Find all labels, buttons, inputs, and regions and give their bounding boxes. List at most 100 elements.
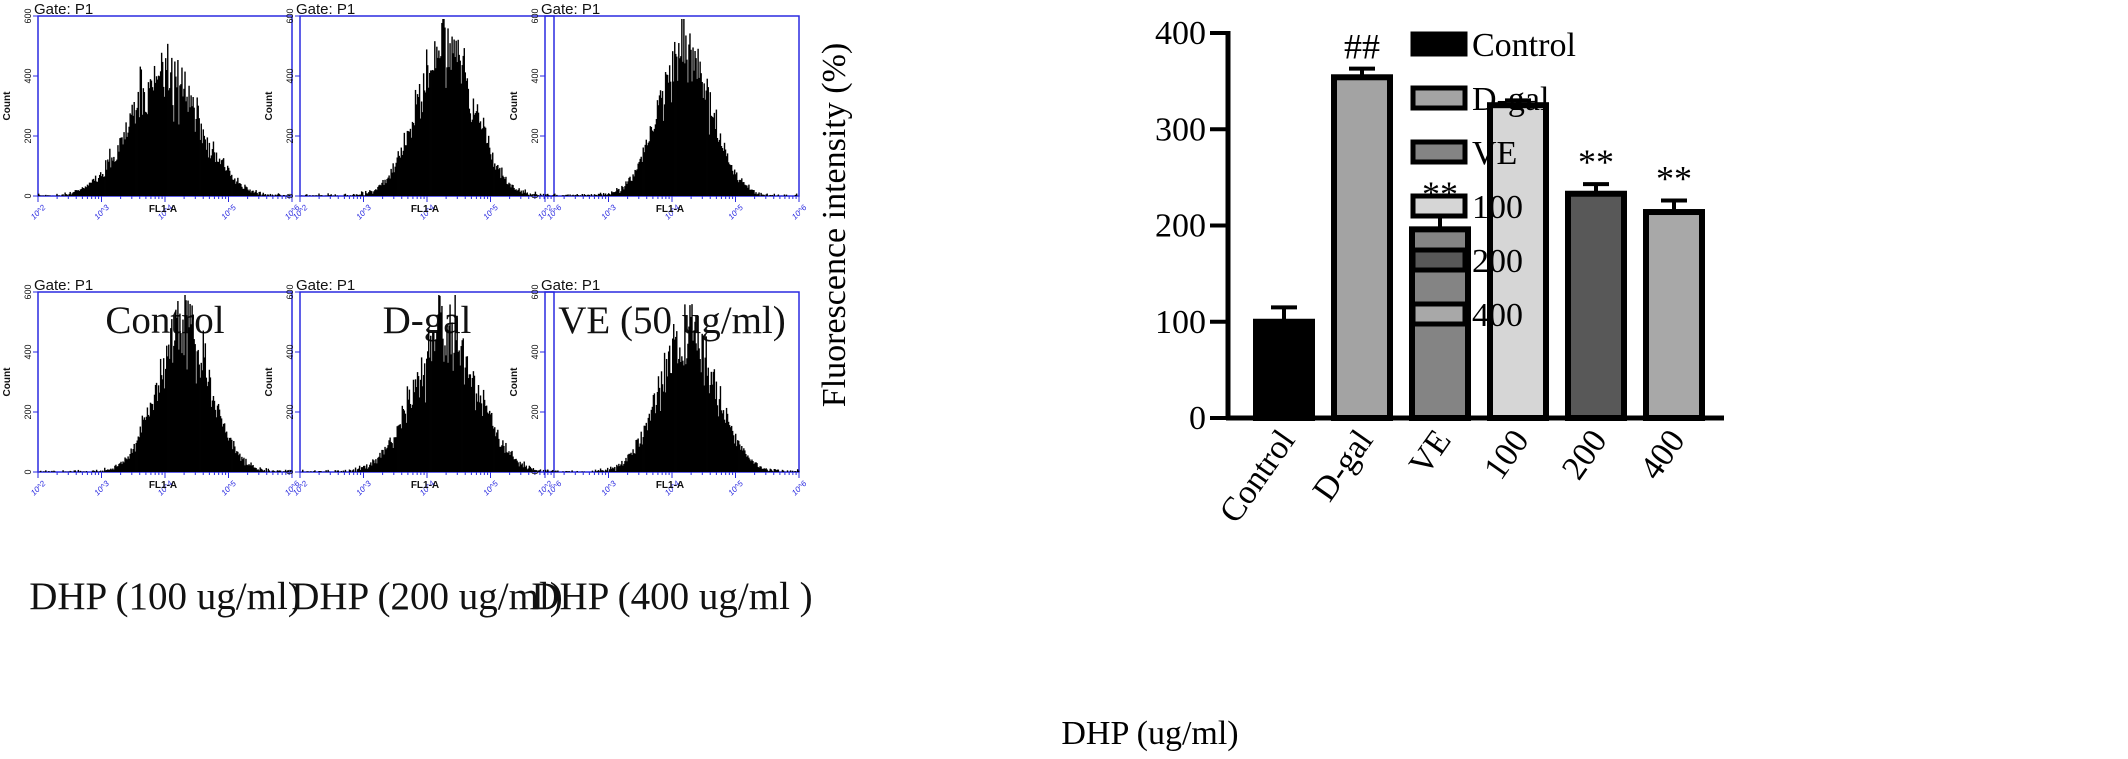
histogram-bin: [309, 195, 310, 196]
histogram-bin: [350, 470, 351, 472]
legend-label: 100: [1472, 189, 1523, 226]
histogram-bin: [578, 195, 579, 196]
histogram-bin: [100, 471, 101, 472]
histogram-bin: [582, 471, 583, 472]
legend-label: Control: [1472, 27, 1576, 64]
histogram-bin: [556, 195, 557, 196]
x-axis-title: DHP (ug/ml): [1061, 715, 1238, 752]
histogram-bin: [778, 194, 779, 196]
y-tick-label: 400: [23, 68, 33, 83]
y-tick-label: 200: [23, 404, 33, 419]
x-tick-label: Control: [1213, 423, 1303, 529]
legend-label: 400: [1472, 297, 1523, 334]
significance-annotation: **: [1578, 142, 1614, 182]
y-tick-label: 600: [530, 8, 540, 23]
histogram-bin: [345, 194, 346, 196]
histogram-bin: [798, 471, 799, 472]
y-tick-label: 600: [285, 8, 295, 23]
histogram-bin: [45, 470, 46, 472]
histogram-bin: [554, 194, 555, 196]
histogram-bin: [310, 471, 311, 472]
histogram-bin: [343, 471, 344, 472]
histogram-bin: [569, 194, 570, 196]
legend-label: 200: [1472, 243, 1523, 280]
histogram-bin: [763, 195, 764, 196]
histogram-caption: DHP (400 ug/ml ): [507, 574, 837, 619]
histogram-bin: [552, 470, 553, 472]
y-axis-label: Count: [509, 91, 520, 121]
x-tick-label: 400: [1633, 423, 1693, 486]
histogram-plot: Gate: P10200400600Count10^2 10^3 10^4 10^5 1…: [507, 0, 837, 300]
legend-swatch: [1413, 142, 1465, 162]
histogram-bin: [585, 195, 586, 196]
histogram-bin: [58, 195, 59, 196]
y-tick-label: 400: [530, 344, 540, 359]
histogram-bin: [54, 471, 55, 472]
y-tick-label: 600: [285, 284, 295, 299]
histogram-bin: [350, 195, 351, 196]
legend-swatch: [1413, 250, 1465, 270]
histogram-bin: [341, 471, 342, 472]
histogram-bin: [603, 471, 604, 472]
histogram-bin: [576, 471, 577, 472]
y-tick-label: 200: [285, 128, 295, 143]
histogram-bin: [94, 471, 95, 472]
histogram-bin: [48, 471, 49, 472]
y-tick-label: 400: [530, 68, 540, 83]
x-tick-label: 10^3: [355, 479, 374, 498]
histogram-bin: [580, 195, 581, 196]
y-tick-label: 400: [285, 344, 295, 359]
y-axis-label: Count: [2, 91, 13, 121]
y-tick-label: 400: [23, 344, 33, 359]
bar-400: [1646, 212, 1702, 418]
histogram-bin: [75, 470, 76, 472]
histogram-bin: [778, 470, 779, 472]
histogram-bin: [567, 194, 568, 196]
histogram-bin: [568, 471, 569, 472]
histogram-bin: [758, 192, 759, 196]
legend-swatch: [1413, 304, 1465, 324]
x-tick-label: D-gal: [1306, 423, 1381, 508]
x-tick-label: 10^3: [600, 479, 619, 498]
x-tick-label: 10^2: [536, 479, 555, 498]
histogram-bin: [766, 194, 767, 196]
y-tick-label: 200: [285, 404, 295, 419]
x-tick-label: 10^2: [291, 203, 310, 222]
histogram-bin: [335, 470, 336, 472]
y-tick-label: 0: [285, 469, 295, 474]
y-tick-label: 0: [23, 469, 33, 474]
histogram-bin: [325, 470, 326, 472]
histogram-bin: [582, 194, 583, 196]
histogram-bin: [302, 470, 303, 472]
histogram-bin: [545, 470, 546, 472]
histogram-bin: [62, 194, 63, 196]
x-tick-label: 10^3: [93, 479, 112, 498]
histogram-bin: [589, 195, 590, 196]
histogram-bin: [97, 471, 98, 472]
legend-swatch: [1413, 196, 1465, 216]
figure: Gate: P1 0 200 400 600 Count 10^2 10^3 10^4 10^5 1…: [0, 0, 2128, 759]
histogram-bin: [330, 194, 331, 196]
histogram-bin: [607, 468, 608, 472]
histogram-bin: [62, 470, 63, 472]
histogram-bin: [548, 195, 549, 196]
y-axis-label: Count: [264, 91, 275, 121]
histogram-bin: [557, 470, 558, 472]
x-tick-label: 10^3: [600, 203, 619, 222]
histogram-bin: [792, 471, 793, 472]
y-axis-label: Count: [264, 367, 275, 397]
y-axis-label: Fluorescence intensity (%): [816, 43, 853, 407]
histogram-bin: [353, 469, 354, 472]
y-tick-label: 0: [530, 469, 540, 474]
x-axis-label: FL1-A: [656, 480, 684, 491]
legend-swatch: [1413, 88, 1465, 108]
histogram-bin: [86, 471, 87, 472]
x-tick-label: 100: [1477, 423, 1537, 486]
histogram-bin: [592, 471, 593, 472]
y-axis-label: Count: [509, 367, 520, 397]
x-axis-label: FL1-A: [656, 204, 684, 215]
x-tick-label: 10^5: [727, 479, 746, 498]
x-tick-label: 200: [1555, 423, 1615, 486]
significance-annotation: **: [1656, 158, 1692, 198]
bar-control: [1256, 322, 1312, 418]
